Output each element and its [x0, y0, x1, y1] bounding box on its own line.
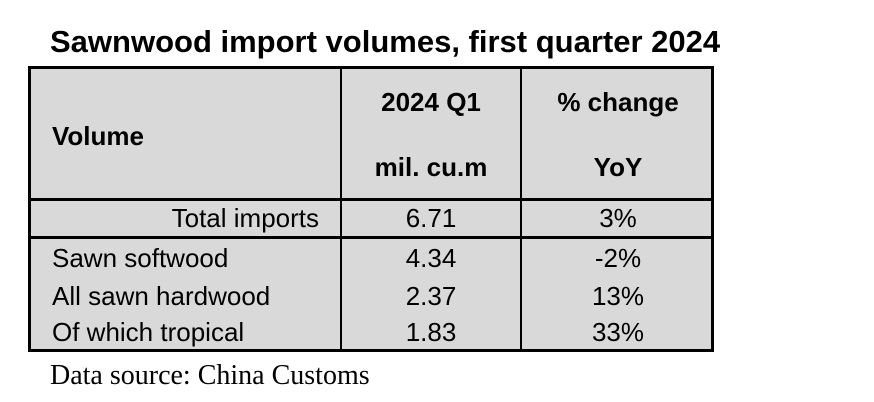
cell: -2%: [594, 243, 642, 273]
header-cell: mil. cu.m: [374, 152, 488, 182]
cell: 13%: [591, 281, 645, 311]
cell: 2.37: [405, 281, 457, 311]
header-cell: 2024 Q1: [381, 87, 481, 117]
header-cell: Volume: [52, 121, 144, 151]
row-label: Of which tropical: [52, 317, 245, 347]
cell: 3%: [599, 203, 637, 233]
header-divider: [31, 198, 711, 201]
row-divider: [31, 236, 711, 239]
row-label: Total imports: [171, 203, 319, 233]
cell: 1.83: [405, 317, 457, 347]
table-title: Sawnwood import volumes, first quarter 2…: [50, 24, 721, 59]
row-label: Sawn softwood: [52, 243, 229, 273]
cell: 6.71: [405, 203, 457, 233]
cell: 4.34: [405, 243, 457, 273]
source-note: Data source: China Customs: [50, 360, 370, 391]
table: Volume 2024 Q1 mil. cu.m % change YoY To…: [28, 66, 714, 352]
cell: 33%: [591, 317, 645, 347]
header-cell: % change: [557, 87, 679, 117]
row-label: All sawn hardwood: [52, 281, 271, 311]
header-cell: YoY: [593, 152, 643, 182]
column-divider: [340, 69, 342, 349]
column-divider: [520, 69, 522, 349]
